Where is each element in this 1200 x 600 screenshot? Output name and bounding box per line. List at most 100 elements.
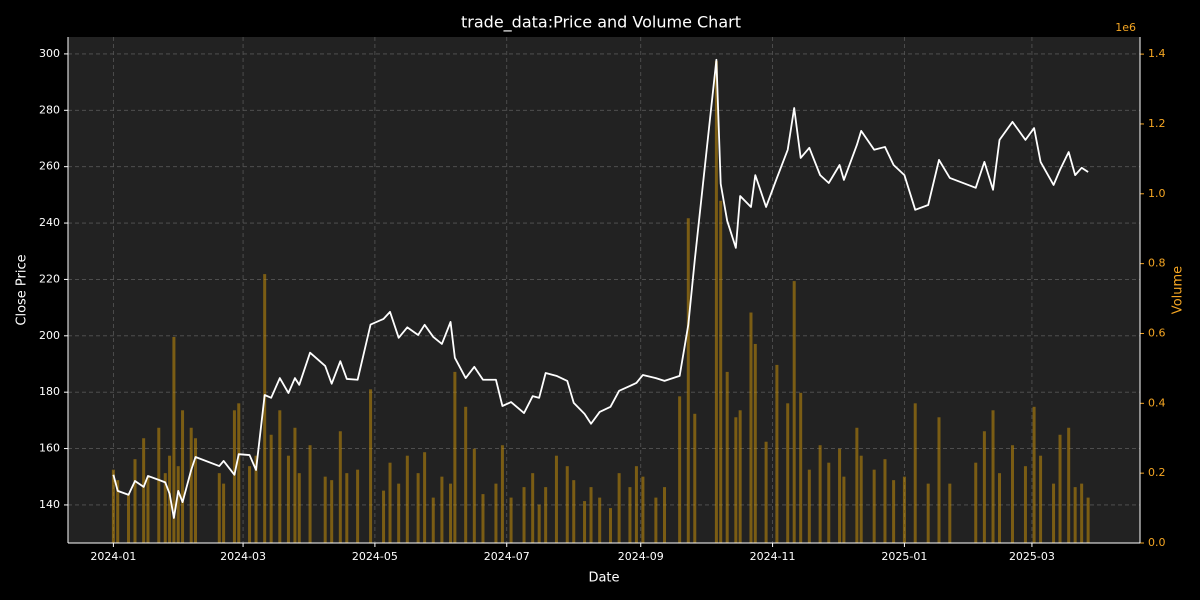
volume-bar <box>617 473 621 543</box>
volume-bar <box>872 469 876 543</box>
volume-bar <box>714 61 718 543</box>
y-tick-label: 140 <box>39 498 60 511</box>
volume-bar <box>1080 483 1084 543</box>
volume-bar <box>237 403 241 543</box>
volume-bar <box>842 476 846 543</box>
volume-bar <box>405 455 409 543</box>
volume-bar <box>628 487 632 543</box>
y2-tick-label: 0.4 <box>1148 396 1166 409</box>
volume-bar <box>116 480 120 543</box>
volume-bar <box>786 403 790 543</box>
y2-tick-label: 0.6 <box>1148 326 1166 339</box>
x-tick-label: 2025-03 <box>1009 550 1055 563</box>
volume-bar <box>142 438 146 543</box>
volume-bar <box>248 466 252 543</box>
volume-bar <box>453 371 457 543</box>
volume-bar <box>544 487 548 543</box>
volume-bar <box>693 413 697 543</box>
chart-title: trade_data:Price and Volume Chart <box>461 13 741 33</box>
volume-bar <box>764 441 768 543</box>
volume-bar <box>293 427 297 543</box>
volume-bar <box>678 396 682 543</box>
volume-bar <box>1052 483 1056 543</box>
volume-bar <box>278 410 282 543</box>
volume-bar <box>189 427 193 543</box>
x-tick-label: 2024-05 <box>352 550 398 563</box>
volume-bar <box>308 445 312 543</box>
volume-bar <box>1058 434 1062 543</box>
volume-bar <box>608 508 612 543</box>
plot-area <box>68 37 1140 543</box>
volume-bar <box>1023 466 1027 543</box>
x-tick-label: 2024-09 <box>618 550 664 563</box>
volume-bar <box>168 455 172 543</box>
volume-bar <box>719 200 723 543</box>
volume-bar <box>734 417 738 543</box>
volume-bar <box>127 494 131 543</box>
volume-bar <box>948 483 952 543</box>
y2-tick-label: 1.0 <box>1148 187 1166 200</box>
volume-bar <box>500 445 504 543</box>
volume-bar <box>859 455 863 543</box>
volume-bar <box>892 480 896 543</box>
y-tick-label: 160 <box>39 442 60 455</box>
price-line <box>112 58 1089 519</box>
volume-bar <box>725 371 729 543</box>
y-tick-label: 240 <box>39 216 60 229</box>
volume-bar <box>157 427 161 543</box>
volume-bar <box>883 459 887 543</box>
volume-bar <box>481 494 485 543</box>
volume-bar <box>572 480 576 543</box>
x-tick-label: 2025-01 <box>881 550 927 563</box>
volume-bar <box>111 469 115 543</box>
y-tick-label: 200 <box>39 329 60 342</box>
volume-bar <box>1010 445 1014 543</box>
volume-bar <box>146 476 150 543</box>
volume-bar <box>926 483 930 543</box>
volume-bar <box>416 473 420 543</box>
volume-bar <box>654 497 658 543</box>
volume-bar <box>827 462 831 543</box>
volume-bar <box>807 469 811 543</box>
volume-bar <box>522 487 526 543</box>
volume-bar <box>509 497 513 543</box>
volume-bar <box>554 455 558 543</box>
y2-tick-label: 1.2 <box>1148 117 1166 130</box>
volume-bar <box>583 501 587 543</box>
volume-bar <box>1067 427 1071 543</box>
volume-bar <box>423 452 427 543</box>
volume-bar <box>297 473 301 543</box>
y-tick-label: 280 <box>39 103 60 116</box>
volume-bar <box>232 410 236 543</box>
volume-bar <box>663 487 667 543</box>
volume-bar <box>494 483 498 543</box>
y-tick-label: 220 <box>39 272 60 285</box>
volume-bar <box>431 497 435 543</box>
volume-bar <box>799 392 803 543</box>
volume-bar <box>974 462 978 543</box>
volume-bar <box>589 487 593 543</box>
volume-bar <box>254 455 258 543</box>
volume-bar <box>1086 497 1090 543</box>
volume-bar <box>565 466 569 543</box>
volume-bar <box>641 476 645 543</box>
volume-bar <box>749 312 753 543</box>
volume-bar <box>855 427 859 543</box>
volume-bar <box>937 417 941 543</box>
volume-bar <box>1032 406 1036 543</box>
y-axis-label: Close Price <box>15 254 30 325</box>
volume-bar <box>686 218 690 543</box>
volume-bar <box>449 483 453 543</box>
volume-bar <box>388 462 392 543</box>
volume-bar <box>338 431 342 543</box>
volume-bar <box>323 476 327 543</box>
volume-bar <box>181 410 185 543</box>
volume-bar <box>902 476 906 543</box>
volume-bar <box>913 403 917 543</box>
x-tick-label: 2024-03 <box>220 550 266 563</box>
volume-bar <box>1073 487 1077 543</box>
volume-bar <box>263 274 267 543</box>
volume-bar <box>269 434 273 543</box>
volume-bar <box>598 497 602 543</box>
